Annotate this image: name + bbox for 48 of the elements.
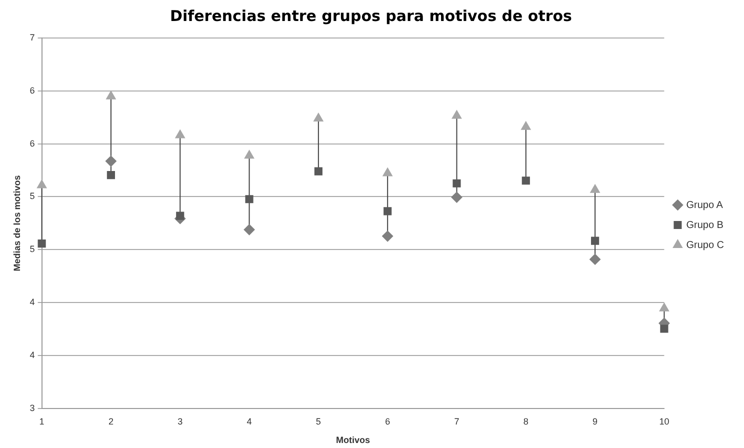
legend-label: Grupo B xyxy=(686,220,724,231)
point xyxy=(175,130,185,138)
point xyxy=(522,176,530,185)
y-tick-label: 3 xyxy=(30,402,35,413)
point xyxy=(36,180,47,188)
y-tick-label: 6 xyxy=(30,85,35,96)
point xyxy=(521,121,531,130)
point xyxy=(106,171,115,180)
point xyxy=(452,179,461,188)
y-tick-label: 6 xyxy=(30,138,35,148)
x-tick-label: 8 xyxy=(523,416,528,426)
y-tick-label: 4 xyxy=(30,350,35,360)
point xyxy=(382,168,392,176)
x-tick-label: 10 xyxy=(659,416,670,426)
y-axis-title: Medias de los motivos xyxy=(12,175,22,272)
x-tick-label: 3 xyxy=(178,416,183,426)
x-tick-label: 5 xyxy=(316,416,321,426)
point xyxy=(244,224,255,236)
x-tick-label: 9 xyxy=(592,416,598,426)
point xyxy=(176,212,184,220)
y-tick-label: 4 xyxy=(30,297,35,308)
legend-label: Grupo A xyxy=(686,200,724,211)
point xyxy=(590,254,601,265)
x-tick-label: 2 xyxy=(108,416,114,426)
point xyxy=(314,167,322,176)
y-tick-label: 5 xyxy=(30,191,35,202)
chart-title: Diferencias entre grupos para motivos de otros xyxy=(170,6,572,25)
y-tick-label: 7 xyxy=(30,32,35,42)
point xyxy=(591,236,600,245)
x-tick-label: 7 xyxy=(454,416,460,426)
point xyxy=(245,195,254,204)
y-tick-label: 5 xyxy=(30,244,35,254)
x-tick-label: 1 xyxy=(39,416,44,426)
point xyxy=(660,324,668,333)
point xyxy=(244,150,254,159)
legend-label: Grupo C xyxy=(686,240,724,251)
point xyxy=(590,184,600,193)
point xyxy=(382,230,394,242)
point xyxy=(384,207,392,216)
x-tick-label: 4 xyxy=(246,416,252,426)
x-tick-label: 6 xyxy=(385,416,390,426)
point xyxy=(38,240,46,248)
point xyxy=(105,156,116,167)
point xyxy=(452,110,462,119)
point xyxy=(314,113,324,122)
point xyxy=(451,192,462,203)
point xyxy=(106,90,116,100)
x-axis-title: Motivos xyxy=(336,435,370,446)
